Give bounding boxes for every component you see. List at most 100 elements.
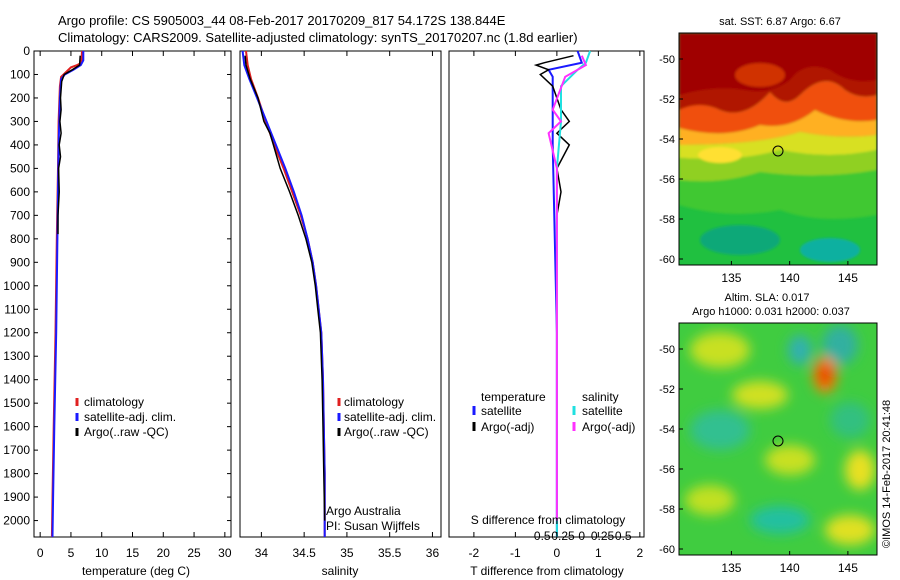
depth-tick-label: 700	[10, 208, 30, 222]
salinity-x-axis: 34 34.5 35 35.5 36	[255, 51, 439, 560]
lon-tick-label: 140	[780, 271, 800, 285]
legend-argo-raw: Argo(..raw -QC)	[344, 425, 429, 439]
depth-tick-label: 1800	[3, 467, 30, 481]
figure-title-line1: Argo profile: CS 5905003_44 08-Feb-2017 …	[58, 13, 506, 28]
legend-t-satellite: satellite	[481, 404, 522, 418]
lat-tick-label: -52	[659, 384, 675, 396]
imos-timestamp: ©IMOS 14-Feb-2017 20:41:48	[881, 400, 893, 548]
x-tick-label: 30	[218, 546, 232, 560]
legend-argo-raw: Argo(..raw -QC)	[84, 425, 169, 439]
legend-salinity-title: salinity	[582, 390, 619, 404]
depth-tick-label: 100	[10, 67, 30, 81]
sla-map-panel: Altim. SLA: 0.017 Argo h1000: 0.031 h200…	[659, 292, 878, 575]
depth-tick-label: 300	[10, 114, 30, 128]
s-diff-tick-label: 0	[578, 529, 585, 543]
difference-plot-frame	[448, 50, 645, 538]
legend-satellite-adj: satellite-adj. clim.	[84, 410, 176, 424]
difference-legend: temperature satellite Argo(-adj) salinit…	[472, 390, 635, 434]
sla-heatmap	[679, 323, 877, 555]
depth-tick-label: 0	[23, 44, 30, 58]
s-diff-tick-label: 0.5	[615, 529, 632, 543]
pi-label: PI: Susan Wijffels	[326, 519, 420, 533]
sla-longitude-axis: 135 140 145	[721, 551, 858, 575]
depth-tick-label: 1000	[3, 279, 30, 293]
legend-s-argo: Argo(-adj)	[582, 420, 635, 434]
s-diff-tick-label: -0.5	[530, 529, 551, 543]
lon-tick-label: 145	[838, 561, 858, 575]
legend-satellite-adj: satellite-adj. clim.	[344, 410, 436, 424]
sst-latitude-axis: -50 -52 -54 -56 -58 -60	[659, 54, 683, 266]
temperature-legend: climatology satellite-adj. clim. Argo(..…	[75, 395, 176, 439]
depth-tick-label: 1500	[3, 396, 30, 410]
lon-tick-label: 140	[780, 561, 800, 575]
x-tick-label: 0	[554, 546, 561, 560]
depth-tick-label: 1900	[3, 490, 30, 504]
sst-argo-marker	[772, 145, 784, 157]
sst-map-frame	[678, 32, 878, 266]
temperature-plot-frame	[33, 50, 232, 538]
series-line-argo-raw-qc	[244, 55, 326, 521]
legend-s-satellite: satellite	[582, 404, 623, 418]
depth-tick-label: 1300	[3, 349, 30, 363]
depth-tick-label: 1100	[4, 302, 30, 316]
salinity-series-group	[241, 50, 326, 537]
sla-latitude-axis: -50 -52 -54 -56 -58 -60	[659, 344, 683, 556]
lat-tick-label: -50	[659, 344, 675, 356]
x-tick-label: -2	[469, 546, 480, 560]
figure-title-line2: Climatology: CARS2009. Satellite-adjuste…	[58, 30, 578, 45]
sla-argo-marker	[772, 435, 784, 447]
series-line-argo-adj-s	[547, 55, 588, 521]
depth-tick-label: 1200	[3, 326, 30, 340]
x-tick-label: -1	[510, 546, 521, 560]
series-line-argo-raw-qc	[57, 55, 81, 235]
sla-map-title-line1: Altim. SLA: 0.017	[725, 292, 810, 304]
temperature-series-group	[50, 50, 85, 538]
s-diff-tick-label: 0.25	[591, 529, 615, 543]
temperature-panel: 0100200300400500600700800900100011001200…	[3, 44, 644, 578]
sst-map-panel: sat. SST: 6.87 Argo: 6.67 135 140 145 -50-…	[659, 16, 878, 285]
x-tick-label: 35	[340, 546, 354, 560]
lat-tick-label: -54	[659, 424, 675, 436]
temperature-x-axis: 0 5 10 15 20 25 30	[37, 51, 232, 560]
series-line-satellite-adj-clim	[241, 50, 326, 537]
s-difference-label: S difference from climatology	[471, 513, 626, 527]
depth-axis: 0 100 200 300 400 500 600 700 800 900 1000 1100 1200…	[3, 44, 644, 528]
x-tick-label: 15	[126, 546, 140, 560]
t-difference-x-axis: -2 -1 0 1 2	[469, 51, 644, 560]
depth-tick-label: 400	[10, 138, 30, 152]
depth-tick-label: 2000	[3, 514, 30, 528]
sst-map-title: sat. SST: 6.87 Argo: 6.67	[719, 16, 841, 28]
x-tick-label: 20	[157, 546, 171, 560]
x-tick-label: 34	[255, 546, 269, 560]
temperature-xlabel: temperature (deg C)	[82, 564, 190, 578]
legend-climatology: climatology	[344, 395, 404, 409]
depth-tick-label: 500	[10, 161, 30, 175]
depth-tick-label: 1700	[3, 443, 30, 457]
x-tick-label: 2	[637, 546, 644, 560]
x-tick-label: 35.5	[378, 546, 402, 560]
depth-tick-label: 1600	[3, 420, 30, 434]
salinity-legend: climatology satellite-adj. clim. Argo(..…	[337, 395, 436, 439]
t-difference-xlabel: T difference from climatology	[470, 564, 624, 578]
lon-tick-label: 135	[721, 271, 741, 285]
sla-map-title-line2: Argo h1000: 0.031 h2000: 0.037	[692, 306, 850, 318]
lat-tick-label: -58	[659, 214, 675, 226]
legend-t-argo: Argo(-adj)	[481, 420, 534, 434]
lon-tick-label: 145	[838, 271, 858, 285]
x-tick-label: 25	[187, 546, 201, 560]
salinity-plot-frame	[239, 50, 442, 538]
depth-tick-label: 200	[10, 91, 30, 105]
lat-tick-label: -54	[659, 134, 675, 146]
lat-tick-label: -56	[659, 464, 675, 476]
difference-panel: -2 -1 0 1 2 -0.5-0.25 0 0.25 0.5 S difference f…	[448, 50, 645, 578]
x-tick-label: 0	[37, 546, 44, 560]
sla-map-frame	[678, 322, 878, 556]
x-tick-label: 10	[95, 546, 109, 560]
lat-tick-label: -56	[659, 174, 675, 186]
x-tick-label: 1	[595, 546, 602, 560]
depth-tick-label: 800	[10, 232, 30, 246]
x-tick-label: 34.5	[292, 546, 316, 560]
sst-heatmap	[679, 33, 877, 265]
lat-tick-label: -52	[659, 94, 675, 106]
